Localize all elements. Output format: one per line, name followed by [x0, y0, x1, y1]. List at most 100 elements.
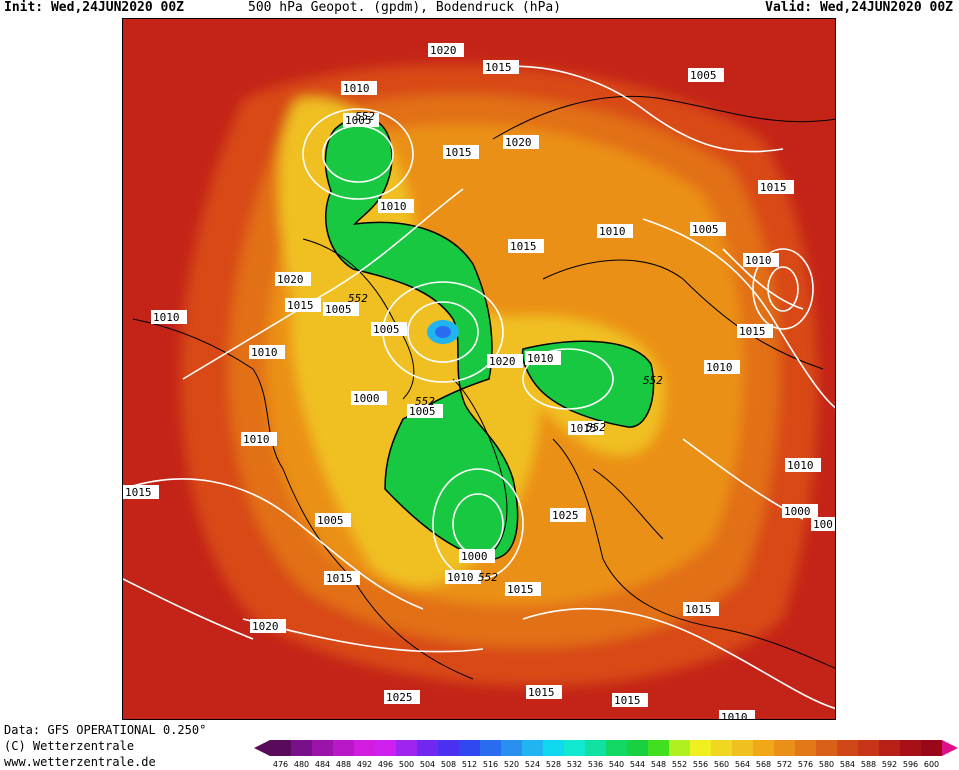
legend-swatch: [312, 740, 334, 756]
pressure-label: 1005: [690, 69, 717, 82]
pressure-label: 1005: [325, 303, 352, 316]
legend-swatch: [459, 740, 481, 756]
pressure-label: 1015: [287, 299, 314, 312]
map-title: 500 hPa Geopot. (gpdm), Bodendruck (hPa): [248, 0, 562, 15]
pressure-label: 1000: [461, 550, 488, 563]
legend-swatch: [858, 740, 880, 756]
legend-swatch: [375, 740, 397, 756]
legend-swatch: [879, 740, 901, 756]
pressure-label: 1015: [739, 325, 766, 338]
legend-tick-label: 488: [336, 760, 351, 768]
pressure-label: 1020: [430, 44, 457, 57]
legend-swatch: [627, 740, 649, 756]
pressure-label: 1010: [243, 433, 270, 446]
pressure-label: 1010: [153, 311, 180, 324]
legend-tick-label: 516: [483, 760, 498, 768]
pressure-label: 1010: [787, 459, 814, 472]
pressure-label: 1010: [599, 225, 626, 238]
legend-swatch: [606, 740, 628, 756]
legend-swatch: [921, 740, 943, 756]
pressure-label: 1020: [505, 136, 532, 149]
legend-swatch: [795, 740, 817, 756]
pressure-label: 1010: [721, 711, 748, 720]
legend-tick-label: 484: [315, 760, 330, 768]
pressure-label: 1010: [447, 571, 474, 584]
legend-tick-label: 592: [882, 760, 897, 768]
pressure-label: 1005: [373, 323, 400, 336]
pressure-label: 1010: [380, 200, 407, 213]
pressure-label: 1010: [527, 352, 554, 365]
pressure-label: 1000: [784, 505, 811, 518]
geopotential-field: [180, 64, 818, 687]
pressure-label: 1010: [706, 361, 733, 374]
pressure-label: 1020: [277, 273, 304, 286]
pressure-label: 1025: [386, 691, 413, 704]
legend-tick-label: 576: [798, 760, 813, 768]
pressure-label: 1015: [570, 422, 597, 435]
legend-tick-label: 476: [273, 760, 288, 768]
legend-swatch: [417, 740, 439, 756]
pressure-label: 1005: [317, 514, 344, 527]
pressure-label: 1010: [343, 82, 370, 95]
legend-arrow-high: [942, 740, 958, 756]
pressure-label: 1015: [326, 572, 353, 585]
legend-swatch: [501, 740, 523, 756]
legend-tick-label: 548: [651, 760, 666, 768]
pressure-label: 1020: [252, 620, 279, 633]
legend-swatch: [732, 740, 754, 756]
legend-tick-label: 552: [672, 760, 687, 768]
legend-swatch: [564, 740, 586, 756]
legend-arrow-low: [254, 740, 270, 756]
legend-swatch: [270, 740, 292, 756]
legend-tick-label: 480: [294, 760, 309, 768]
legend-swatch: [522, 740, 544, 756]
height-label: 552: [355, 110, 375, 123]
legend-tick-label: 512: [462, 760, 477, 768]
legend-tick-label: 520: [504, 760, 519, 768]
pressure-label: 1010: [745, 254, 772, 267]
legend-swatch: [774, 740, 796, 756]
pressure-label: 1015: [445, 146, 472, 159]
map-panel: 1020 1015 1005 1010 1005 1015 1020 1015 …: [122, 18, 836, 720]
height-label: 552: [478, 571, 498, 584]
legend-tick-label: 504: [420, 760, 435, 768]
pressure-label: 1015: [510, 240, 537, 253]
init-time: Init: Wed,24JUN2020 00Z: [4, 0, 185, 15]
legend-tick-label: 524: [525, 760, 540, 768]
legend-swatch: [585, 740, 607, 756]
pressure-label: 1015: [125, 486, 152, 499]
legend-tick-label: 556: [693, 760, 708, 768]
legend-swatch: [816, 740, 838, 756]
legend-swatch: [690, 740, 712, 756]
legend-swatch: [396, 740, 418, 756]
height-label: 552: [415, 395, 435, 408]
legend-tick-label: 584: [840, 760, 855, 768]
pressure-label: 1020: [489, 355, 516, 368]
pressure-label: 1015: [507, 583, 534, 596]
legend-tick-label: 564: [735, 760, 750, 768]
legend-tick-label: 600: [924, 760, 939, 768]
legend-swatch: [900, 740, 922, 756]
legend-swatch: [753, 740, 775, 756]
legend-tick-label: 560: [714, 760, 729, 768]
height-label: 552: [586, 421, 606, 434]
legend-tick-label: 580: [819, 760, 834, 768]
pressure-label: 1025: [552, 509, 579, 522]
data-source: Data: GFS OPERATIONAL 0.250°: [4, 723, 207, 737]
legend-swatch: [837, 740, 859, 756]
pressure-label: 100: [813, 518, 833, 531]
legend-swatch: [669, 740, 691, 756]
pressure-label: 1005: [345, 114, 372, 127]
height-labels: 552 552 552 552 552 552: [348, 110, 663, 584]
legend-swatch: [543, 740, 565, 756]
pressure-label: 1005: [692, 223, 719, 236]
legend-tick-label: 540: [609, 760, 624, 768]
legend-tick-label: 528: [546, 760, 561, 768]
geopotential-map: 1020 1015 1005 1010 1005 1015 1020 1015 …: [123, 19, 835, 720]
pressure-label: 1015: [760, 181, 787, 194]
legend-tick-label: 532: [567, 760, 582, 768]
website: www.wetterzentrale.de: [4, 755, 156, 769]
valid-time: Valid: Wed,24JUN2020 00Z: [765, 0, 953, 15]
legend-tick-label: 596: [903, 760, 918, 768]
pressure-label: 1015: [485, 61, 512, 74]
